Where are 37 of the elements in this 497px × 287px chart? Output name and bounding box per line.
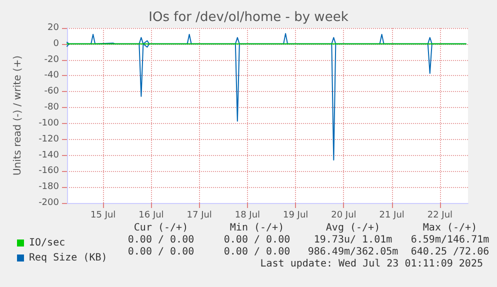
x-tick-label: 18 Jul	[234, 210, 260, 220]
x-tick-label: 19 Jul	[282, 210, 308, 220]
y-tick-label: -120	[38, 134, 60, 144]
text: 0.00 / 0.00	[224, 234, 290, 246]
x-tick-label: 17 Jul	[186, 210, 212, 220]
y-tick-label: -160	[38, 166, 60, 176]
text: 0.00 / 0.00	[128, 234, 194, 246]
text: Cur (-/+)	[134, 222, 188, 234]
text: 640.25 /72.06	[410, 246, 490, 258]
x-tick-label: 21 Jul	[379, 210, 404, 220]
y-tick-label: -180	[38, 182, 60, 192]
x-tick-label: 20 Jul	[331, 210, 356, 220]
text: 6.59m/146.71m	[410, 234, 490, 246]
chart-title: IOs for /dev/ol/home - by week	[148, 10, 349, 25]
y-tick-label: -80	[44, 102, 60, 113]
x-tick-label: 16 Jul	[138, 210, 164, 220]
y-tick-label: -40	[44, 70, 60, 81]
legend-label: IO/sec	[29, 238, 66, 248]
text: 0.00 / 0.00	[128, 246, 194, 258]
text: Avg (-/+)	[326, 222, 380, 234]
text: 19.73u/ 1.01m	[314, 234, 392, 246]
y-tick-label: -140	[38, 150, 60, 160]
y-tick-label: -20	[44, 54, 60, 65]
legend-label: Req Size (KB)	[29, 252, 108, 264]
text: Last update: Wed Jul 23 01:11:09 2025	[260, 258, 483, 270]
y-tick-label: 0	[53, 38, 60, 49]
x-tick-label: 22 Jul	[427, 210, 453, 220]
text: Max (-/+)	[422, 222, 478, 234]
y-tick-label: -60	[44, 86, 60, 97]
y-tick-label: 20	[48, 23, 60, 33]
y-tick-label: -200	[38, 198, 60, 208]
text: Min (-/+)	[230, 222, 284, 234]
y-axis-title: Units read (-) / write (+)	[12, 55, 24, 176]
text: 0.00 / 0.00	[224, 246, 290, 258]
text: 986.49m/362.05m	[308, 246, 398, 258]
x-tick-label: 15 Jul	[90, 210, 116, 220]
y-tick-label: -100	[38, 118, 60, 128]
